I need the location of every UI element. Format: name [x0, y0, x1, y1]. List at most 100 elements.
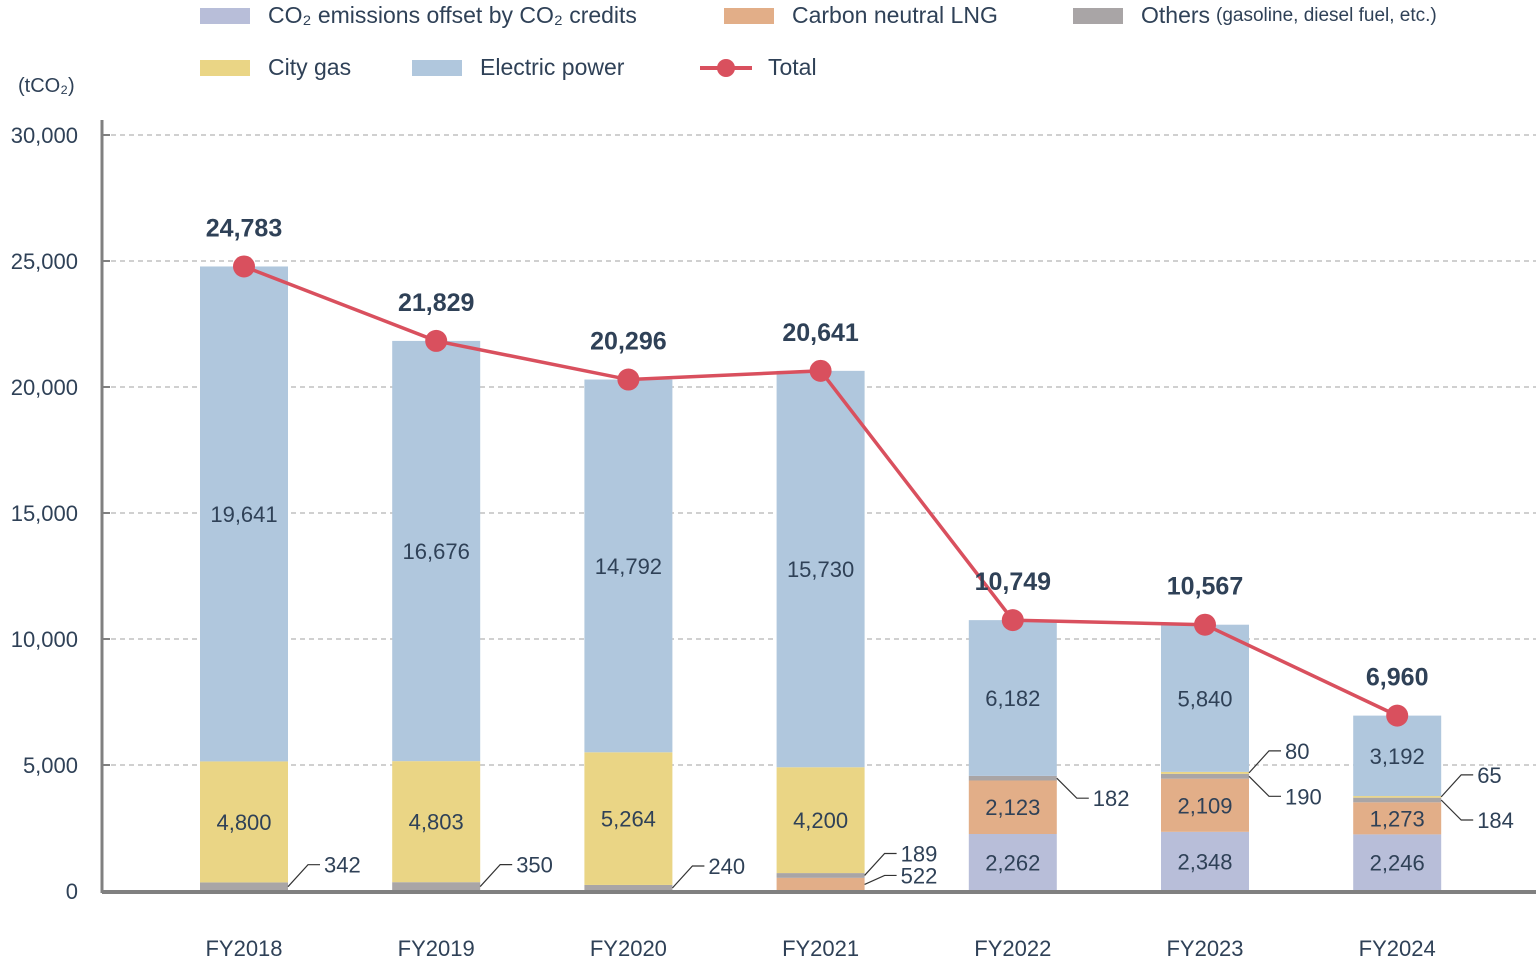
data-label-citygas: 4,803 — [409, 810, 464, 835]
legend-item-others: Others (gasoline, diesel fuel, etc.) — [1073, 2, 1437, 29]
callout-leader — [864, 852, 897, 876]
bar-stack-FY2023 — [1161, 624, 1249, 891]
total-label: 10,567 — [1167, 573, 1243, 601]
bar-others — [584, 884, 673, 891]
bar-others — [1161, 773, 1249, 779]
total-label: 21,829 — [398, 289, 474, 317]
x-tick-label: FY2022 — [974, 936, 1051, 960]
legend-swatch-electric — [412, 59, 462, 76]
y-axis-ticks: 0 5,000 10,000 15,000 20,000 25,000 30,000 — [11, 123, 78, 904]
bar-offset — [1161, 831, 1249, 891]
callout-leader — [287, 864, 320, 888]
x-tick-label: FY2018 — [205, 936, 282, 960]
bar-others — [200, 882, 288, 891]
bar-others — [776, 873, 865, 878]
axes — [100, 120, 1536, 894]
y-axis-unit: (tCO₂) — [18, 75, 75, 97]
legend-swatch-offset — [200, 7, 250, 24]
total-label: 20,296 — [590, 328, 666, 356]
x-tick-label: FY2021 — [782, 936, 859, 960]
legend-label-others: Others — [1141, 2, 1211, 28]
data-label-lng: 2,123 — [985, 795, 1040, 820]
bar-others — [968, 775, 1057, 781]
data-label-electric: 3,192 — [1370, 744, 1425, 769]
bar-citygas — [200, 761, 288, 883]
legend-item-total: Total — [700, 54, 817, 81]
total-point — [1001, 609, 1024, 632]
data-label-electric: 6,182 — [985, 686, 1040, 711]
callout-label-others: 189 — [901, 841, 938, 866]
data-label-citygas: 5,264 — [601, 807, 656, 832]
y-tick-label: 25,000 — [11, 249, 78, 274]
total-line: 24,783 21,829 20,296 20,641 10,749 10,567 6,96… — [206, 214, 1428, 727]
x-tick-label: FY2019 — [398, 936, 475, 960]
y-tick-label: 5,000 — [23, 753, 78, 778]
x-tick-label: FY2024 — [1359, 936, 1436, 960]
legend-swatch-lng — [724, 7, 774, 24]
callout-label-others: 190 — [1285, 784, 1322, 809]
legend-label-citygas: City gas — [268, 54, 352, 80]
y-tick-label: 20,000 — [11, 375, 78, 400]
bars: 4,800 19,641 4,803 16,676 5,264 14,792 4,200 15… — [200, 266, 1442, 891]
total-point — [1386, 704, 1409, 727]
data-label-electric: 5,840 — [1177, 686, 1232, 711]
total-label: 20,641 — [782, 319, 859, 347]
bar-offset — [968, 833, 1057, 891]
bar-citygas — [776, 767, 865, 874]
bar-electric — [1353, 715, 1442, 797]
legend-label-electric: Electric power — [480, 54, 625, 80]
callout-label-others: 342 — [324, 853, 361, 878]
bar-lng — [1353, 802, 1442, 835]
callout-leader — [1440, 799, 1474, 821]
bar-others — [392, 882, 481, 891]
bar-stack-FY2021 — [776, 370, 865, 891]
callout-label-lng: 522 — [901, 863, 938, 888]
y-tick-label: 0 — [66, 879, 78, 904]
y-tick-label: 15,000 — [11, 501, 78, 526]
callout-leader — [1248, 750, 1281, 774]
data-label-citygas: 4,800 — [216, 810, 271, 835]
bar-citygas — [1161, 771, 1249, 774]
legend-item-offset: CO₂ emissions offset by CO₂ credits — [200, 2, 637, 29]
legend-swatch-others — [1073, 7, 1123, 24]
bar-citygas — [584, 752, 673, 885]
bar-stack-FY2022 — [968, 620, 1057, 891]
legend-note-others: (gasoline, diesel fuel, etc.) — [1216, 4, 1437, 26]
bar-electric — [968, 620, 1057, 776]
callout-label-others: 184 — [1477, 808, 1514, 833]
callout-label-others: 350 — [516, 853, 553, 878]
callout-leader — [671, 865, 705, 889]
bar-stack-FY2019 — [392, 340, 481, 891]
legend-item-citygas: City gas — [200, 54, 351, 81]
bar-lng — [1161, 778, 1249, 832]
legend-item-electric: Electric power — [412, 54, 624, 81]
legend-item-lng: Carbon neutral LNG — [724, 2, 998, 29]
total-point — [233, 255, 255, 278]
bar-others — [1353, 797, 1442, 803]
data-label-citygas: 4,200 — [793, 808, 848, 833]
data-label-electric: 16,676 — [403, 539, 470, 564]
x-tick-label: FY2023 — [1166, 936, 1243, 960]
total-label: 24,783 — [206, 214, 282, 242]
callout-leader — [864, 874, 897, 885]
x-tick-label: FY2020 — [590, 936, 667, 960]
data-label-lng: 1,273 — [1370, 806, 1425, 831]
bar-electric — [584, 379, 673, 753]
bar-citygas — [1353, 796, 1442, 798]
callout-leader — [1056, 777, 1089, 799]
total-point — [617, 368, 640, 391]
legend-label-lng: Carbon neutral LNG — [792, 2, 998, 28]
bar-electric — [776, 370, 865, 768]
data-label-electric: 15,730 — [787, 557, 854, 582]
data-label-offset: 2,348 — [1177, 849, 1232, 874]
y-tick-label: 10,000 — [11, 627, 78, 652]
y-tick-label: 30,000 — [11, 123, 78, 148]
bar-lng — [968, 780, 1057, 834]
total-point — [1194, 613, 1216, 636]
callout-label-citygas: 65 — [1477, 763, 1501, 788]
data-label-offset: 2,262 — [985, 850, 1040, 875]
callout-leader — [1248, 775, 1281, 797]
callout-leader — [479, 863, 513, 887]
